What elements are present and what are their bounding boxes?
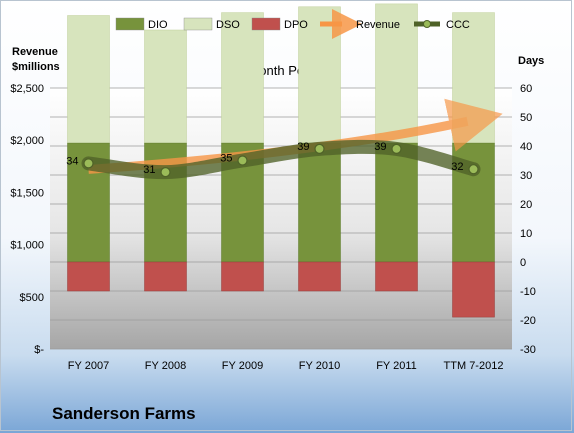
legend-marker-ccc bbox=[423, 20, 431, 28]
bar-dio bbox=[375, 142, 418, 263]
ccc-line bbox=[81, 139, 481, 180]
bar-dso bbox=[67, 15, 110, 144]
left-tick-label: $1,000 bbox=[10, 240, 44, 252]
ccc-point bbox=[83, 158, 94, 169]
legend-label-revenue: Revenue bbox=[356, 19, 400, 31]
right-axis-title: Days bbox=[518, 55, 544, 67]
ccc-point bbox=[391, 143, 402, 154]
bar-dpo bbox=[67, 261, 110, 292]
bar-dpo bbox=[144, 261, 187, 292]
ccc-data-label: 39 bbox=[374, 141, 386, 153]
right-tick-label: -20 bbox=[520, 315, 536, 327]
ccc-point bbox=[160, 167, 171, 178]
legend-swatch-dio bbox=[115, 17, 145, 31]
right-tick-label: -10 bbox=[520, 286, 536, 298]
company-name: Sanderson Farms bbox=[52, 404, 196, 423]
right-tick-label: 10 bbox=[520, 228, 532, 240]
left-axis-title-line2: $millions bbox=[12, 61, 60, 73]
right-tick-label: 40 bbox=[520, 141, 532, 153]
ccc-point bbox=[237, 155, 248, 166]
ccc-point bbox=[468, 164, 479, 175]
left-tick-label: $2,000 bbox=[10, 135, 44, 147]
ccc-data-label: 34 bbox=[66, 155, 78, 167]
left-tick-label: $2,500 bbox=[10, 83, 44, 95]
left-tick-label: $500 bbox=[20, 292, 44, 304]
legend-swatch-dpo bbox=[251, 17, 281, 31]
ccc-data-label: 32 bbox=[451, 161, 463, 173]
bar-dio bbox=[298, 142, 341, 263]
bar-dpo bbox=[221, 261, 264, 292]
right-tick-label: 0 bbox=[520, 257, 526, 269]
bar-dpo bbox=[375, 261, 418, 292]
category-label: FY 2007 bbox=[68, 360, 109, 372]
bar-dso bbox=[375, 3, 418, 144]
category-label: FY 2010 bbox=[299, 360, 340, 372]
bar-dso bbox=[144, 29, 187, 144]
bar-dso bbox=[221, 12, 264, 144]
category-label: FY 2011 bbox=[376, 360, 417, 372]
legend-label-dso: DSO bbox=[216, 19, 240, 31]
category-label: FY 2009 bbox=[222, 360, 263, 372]
ccc-data-label: 35 bbox=[220, 153, 232, 165]
legend-label-dpo: DPO bbox=[284, 19, 308, 31]
right-tick-label: -30 bbox=[520, 344, 536, 356]
legend-label-dio: DIO bbox=[148, 19, 168, 31]
category-label: FY 2008 bbox=[145, 360, 186, 372]
category-label: TTM 7-2012 bbox=[444, 360, 504, 372]
legend-label-ccc: CCC bbox=[446, 19, 470, 31]
right-tick-label: 20 bbox=[520, 199, 532, 211]
bar-dpo bbox=[298, 261, 341, 292]
legend-swatch-dso bbox=[183, 17, 213, 31]
left-axis-title-line1: Revenue bbox=[12, 46, 58, 58]
left-tick-label: $1,500 bbox=[10, 187, 44, 199]
bar-dpo bbox=[452, 261, 495, 318]
ccc-data-label: 31 bbox=[143, 164, 155, 176]
right-tick-label: 60 bbox=[520, 83, 532, 95]
right-tick-label: 30 bbox=[520, 170, 532, 182]
right-tick-label: 50 bbox=[520, 112, 532, 124]
ccc-data-label: 39 bbox=[297, 141, 309, 153]
ccc-point bbox=[314, 143, 325, 154]
left-tick-label: $- bbox=[34, 344, 44, 356]
